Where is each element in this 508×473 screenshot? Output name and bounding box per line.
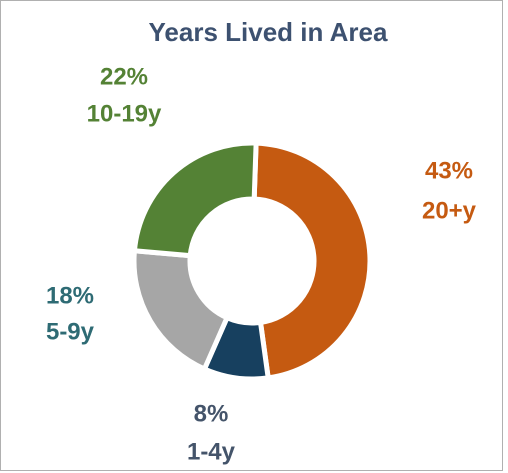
category-label: 1-4y bbox=[187, 438, 236, 465]
data-label: 18% bbox=[46, 282, 94, 309]
category-label: 20+y bbox=[422, 197, 477, 224]
donut-slice bbox=[131, 140, 259, 259]
chart-title: Years Lived in Area bbox=[149, 17, 388, 47]
donut-slice bbox=[251, 140, 373, 381]
category-label: 5-9y bbox=[46, 318, 95, 345]
donut-slice bbox=[131, 248, 231, 373]
data-label: 22% bbox=[100, 63, 148, 90]
data-label: 43% bbox=[425, 157, 473, 184]
category-label: 10-19y bbox=[87, 100, 162, 127]
data-label: 8% bbox=[194, 400, 229, 427]
